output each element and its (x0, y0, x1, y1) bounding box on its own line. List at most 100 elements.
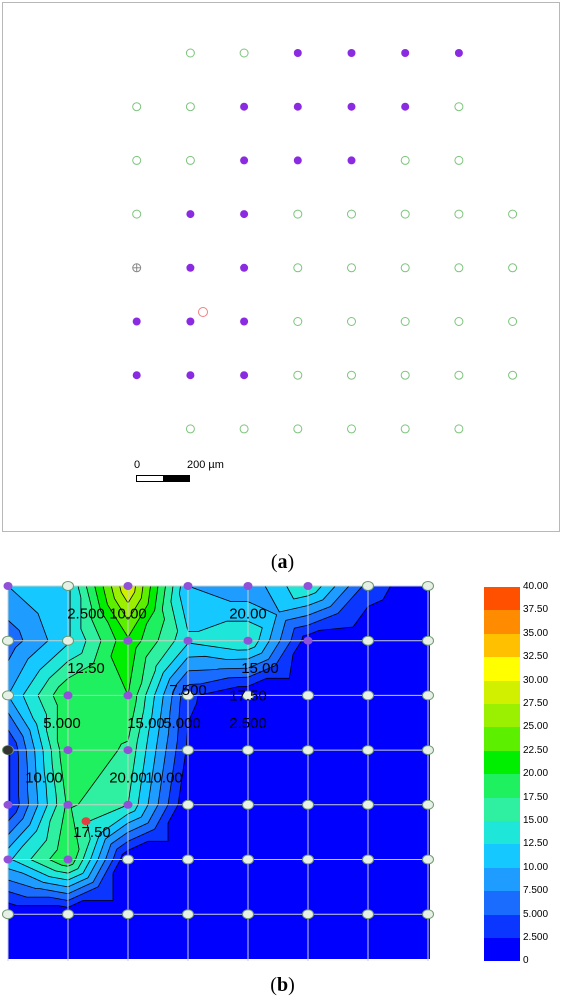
open-measurement-point (400, 317, 410, 326)
colorbar-tick-label: 27.50 (523, 698, 549, 709)
contour-line (119, 586, 136, 604)
grid-node (302, 909, 314, 920)
contour-line (8, 586, 336, 888)
colorbar-swatch (484, 657, 520, 681)
open-measurement-point (400, 263, 410, 273)
sample-node (243, 582, 253, 590)
highlight-marker (198, 307, 208, 317)
colorbar-swatch (484, 587, 520, 611)
sample-node (3, 855, 13, 864)
colorbar-tick-label: 22.50 (523, 744, 549, 756)
colorbar-tick-label: 0 (523, 955, 529, 967)
filled-measurement-point (132, 317, 141, 326)
sample-node (243, 636, 253, 645)
colorbar-tick-label: 10.00 (523, 861, 549, 873)
panel-a-point-map: 0 200 µm (2, 2, 560, 532)
colorbar-swatch (484, 750, 520, 775)
contour-line (8, 586, 350, 895)
colorbar-swatch (484, 727, 520, 751)
contour-label: 17.50 (73, 824, 111, 841)
open-measurement-point (185, 424, 195, 434)
contour-band (111, 586, 143, 621)
filled-measurement-point (240, 102, 249, 111)
open-measurement-point (347, 263, 356, 273)
open-measurement-point (293, 424, 303, 434)
sample-node (183, 582, 193, 590)
contour-line (8, 586, 363, 901)
colorbar-tick-label: 12.50 (523, 838, 549, 850)
reference-point (132, 263, 142, 273)
scale-bar-white-segment (136, 475, 164, 482)
grid-node (242, 909, 254, 920)
filled-measurement-point (347, 49, 356, 57)
panel-b-caption: (b) (270, 974, 295, 996)
open-measurement-point (508, 370, 518, 380)
open-measurement-point (454, 317, 464, 326)
open-measurement-point (400, 424, 410, 434)
filled-measurement-point (186, 371, 195, 380)
colorbar-swatch (484, 797, 520, 821)
open-measurement-point (347, 317, 356, 326)
colorbar-swatch (484, 633, 520, 658)
grid-node (422, 635, 434, 646)
grid-node (302, 745, 314, 756)
sample-node (183, 636, 193, 645)
reference-node (3, 745, 13, 755)
panel-b-letter: b (276, 974, 289, 996)
grid-node (362, 854, 374, 865)
grid-node (302, 799, 314, 810)
colorbar-tick-label: 32.50 (523, 651, 549, 663)
panel-a-letter: a (277, 551, 288, 573)
colorbar-swatch (484, 610, 520, 634)
filled-measurement-point (240, 263, 249, 272)
open-measurement-point (132, 155, 142, 165)
colorbar-swatch (484, 821, 520, 845)
sample-node (63, 746, 73, 755)
filled-measurement-point (347, 156, 356, 165)
sample-node (123, 636, 133, 645)
contour-label: 10.00 (109, 605, 147, 622)
colorbar-swatch (484, 891, 520, 915)
filled-measurement-point (240, 371, 249, 380)
filled-measurement-point (240, 210, 249, 219)
filled-measurement-point (454, 49, 463, 57)
colorbar-tick-label: 35.00 (523, 627, 549, 639)
contour-label: 2.500 (67, 605, 105, 622)
contour-label: 2.500 (229, 715, 267, 732)
colorbar-tick-label: 30.00 (523, 674, 549, 686)
colorbar-swatch (484, 867, 520, 892)
grid-node (122, 854, 134, 865)
grid-node (422, 745, 434, 756)
filled-measurement-point (401, 49, 410, 57)
grid-node (182, 909, 194, 920)
filled-measurement-point (293, 49, 302, 57)
contour-label: 7.500 (169, 682, 207, 699)
filled-measurement-point (186, 263, 195, 272)
colorbar-tick-label: 17.50 (523, 791, 549, 803)
sample-node (303, 636, 313, 645)
colorbar-swatch (484, 938, 520, 962)
grid-node (2, 635, 14, 646)
open-measurement-point (293, 209, 303, 219)
colorbar-swatch (484, 680, 520, 704)
open-measurement-point (185, 102, 195, 112)
colorbar-tick-label: 2.500 (523, 932, 549, 943)
open-measurement-point (454, 155, 464, 165)
measurement-point-grid (132, 48, 518, 434)
grid-node (362, 799, 374, 810)
contour-label: 10.00 (25, 769, 63, 786)
sample-node (63, 691, 73, 700)
open-measurement-point (347, 370, 356, 380)
open-measurement-point (400, 155, 410, 165)
grid-node (62, 635, 74, 646)
colorbar-swatch (484, 774, 520, 798)
colorbar-swatch (484, 914, 520, 938)
open-measurement-point (185, 155, 195, 165)
colorbar-tick-label: 40.00 (523, 581, 549, 592)
sample-node (123, 691, 133, 700)
colorbar-tick-label: 25.00 (523, 721, 549, 733)
grid-node (182, 854, 194, 865)
open-measurement-point (132, 209, 142, 219)
contour-label: 15.00 (127, 715, 165, 732)
